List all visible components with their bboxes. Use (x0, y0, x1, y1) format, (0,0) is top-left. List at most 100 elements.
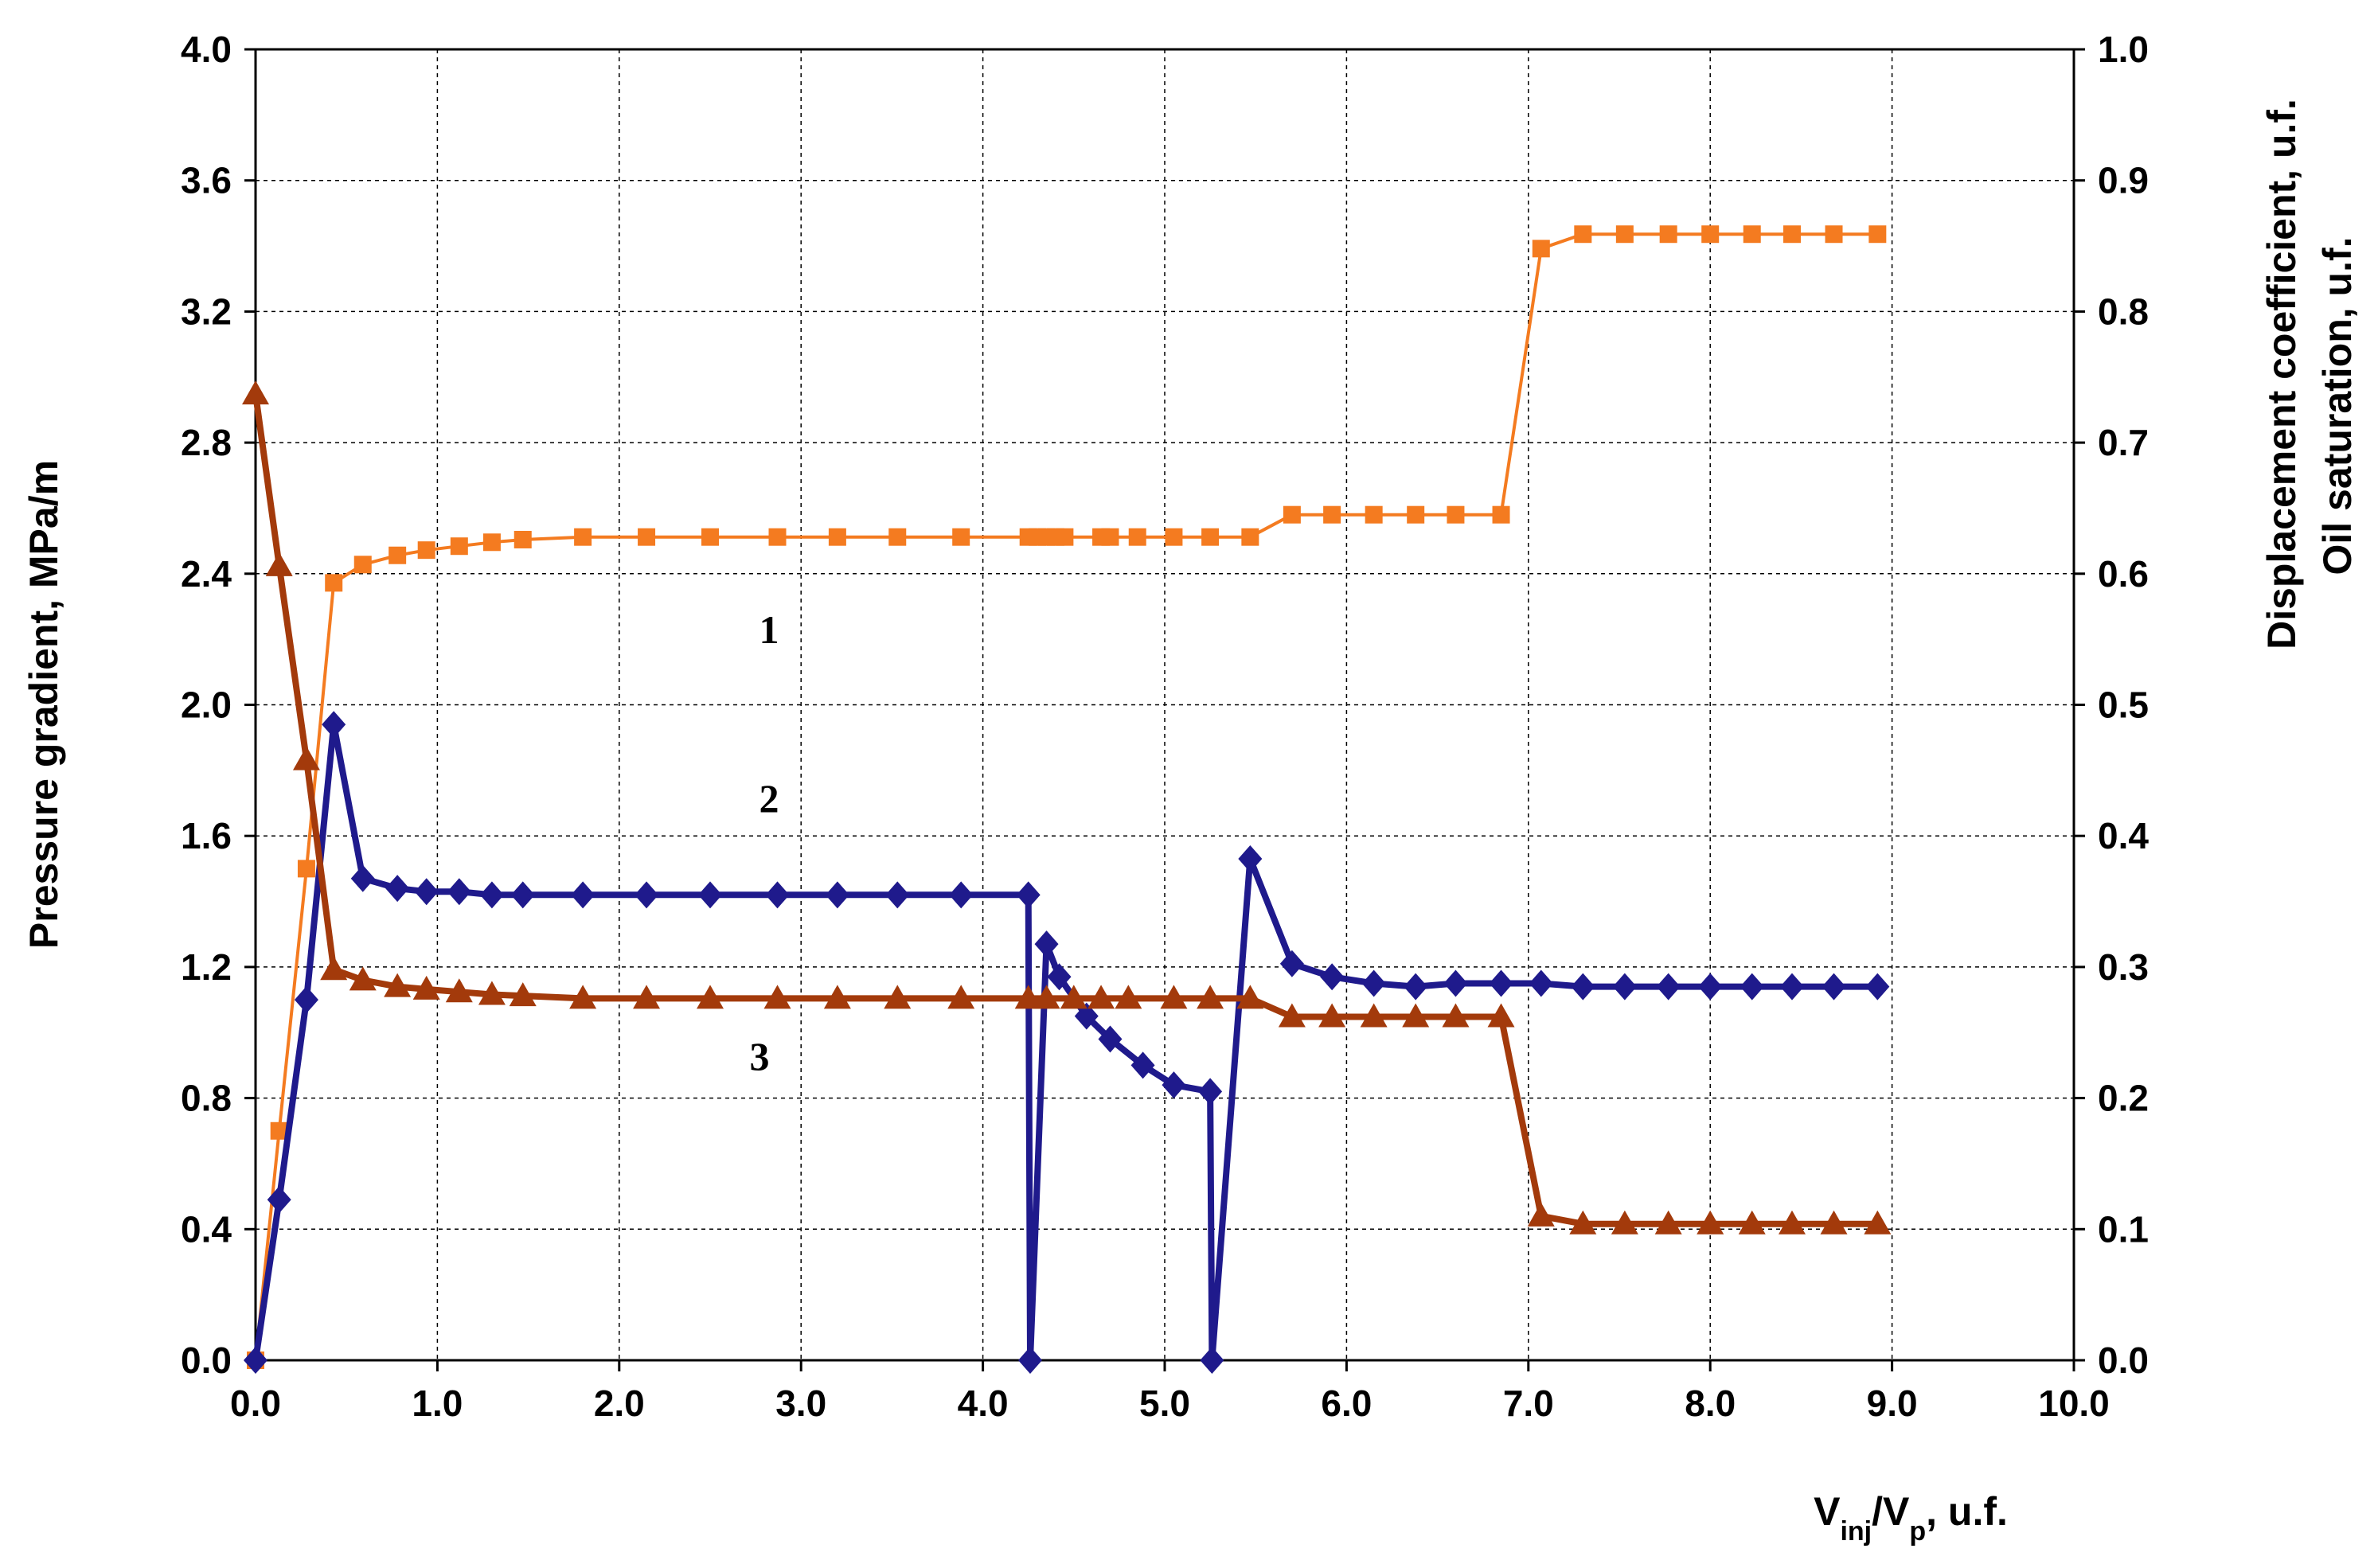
x-tick-label: 10.0 (2038, 1383, 2110, 1424)
y-tick-label: 2.4 (181, 553, 232, 595)
series-3-point (697, 985, 724, 1009)
y-tick-label: 1.6 (181, 815, 232, 856)
series-2-line (252, 721, 1878, 1363)
series-2-point (267, 1186, 291, 1214)
y-tick-label: 1.2 (181, 946, 232, 988)
series-1-point (270, 1121, 288, 1140)
series-3-point (1278, 1003, 1306, 1028)
series-3-point (349, 966, 377, 991)
series-3-point (1236, 985, 1264, 1009)
series-2-point (1238, 845, 1263, 873)
series-2-point (1047, 963, 1072, 991)
series-1-point (389, 546, 407, 564)
series-2-point (698, 881, 722, 909)
series-3-point (412, 975, 440, 1000)
series-1-point (888, 528, 907, 546)
y2-tick-label: 0.0 (2098, 1340, 2149, 1381)
series-1-point (1659, 225, 1677, 244)
series-2-point (244, 1347, 267, 1374)
series-2-point (825, 881, 849, 909)
series-3-point (509, 982, 537, 1007)
y-tick-label: 0.4 (181, 1208, 232, 1250)
series-1-point (1701, 225, 1720, 244)
y-tick-label: 0.0 (181, 1340, 232, 1381)
y2-tick-label: 0.9 (2098, 160, 2149, 201)
series-3-point (292, 746, 320, 770)
series-2-point (1017, 1347, 1042, 1374)
series-2-point (1130, 1051, 1155, 1079)
series-2-point (1865, 973, 1890, 1000)
series-3-point (884, 985, 912, 1009)
curve-label-3: 3 (750, 1034, 770, 1078)
series-1-point (417, 541, 435, 560)
series-2-point (322, 711, 346, 739)
series-3-point (1360, 1003, 1388, 1028)
series-3-point (1738, 1210, 1766, 1235)
series-3-point (1697, 1210, 1724, 1235)
series-2-point (1034, 930, 1059, 958)
series-1-point (1165, 528, 1183, 546)
series-1-point (1283, 505, 1301, 524)
x-axis-title: Vinj/Vp, u.f. (1814, 1489, 2008, 1547)
series-2-point (414, 878, 439, 906)
series-3-point (1197, 985, 1224, 1009)
series-3-point (1569, 1210, 1597, 1235)
x-tick-label: 1.0 (412, 1383, 463, 1424)
series-3-point (1014, 985, 1042, 1009)
series-1-point (513, 530, 532, 548)
series-2-point (1489, 969, 1513, 997)
series-3-point (478, 981, 506, 1005)
x-tick-label: 0.0 (230, 1383, 281, 1424)
series-2-point (1074, 1002, 1099, 1030)
series-1-point (828, 528, 846, 546)
x-tick-label: 8.0 (1685, 1383, 1736, 1424)
y2-tick-label: 1.0 (2098, 29, 2149, 70)
series-1-point (1868, 225, 1887, 244)
x-tick-label: 9.0 (1867, 1383, 1918, 1424)
y-tick-label: 0.8 (181, 1078, 232, 1119)
series-2-point (1779, 973, 1804, 1000)
series-1-point (1365, 505, 1383, 524)
series-2-point (447, 878, 471, 906)
series-3-point (445, 978, 473, 1003)
series-2-point (1320, 963, 1345, 991)
y-tick-label: 2.8 (181, 422, 232, 463)
series-2-point (885, 881, 910, 909)
series-2-point (765, 881, 790, 909)
x-axis-title-main: V (1814, 1489, 1841, 1534)
series-2-point (1740, 973, 1764, 1000)
series-2-point (1198, 1078, 1223, 1106)
series-2-point (1162, 1071, 1186, 1099)
x-tick-label: 6.0 (1321, 1383, 1372, 1424)
series-1-point (1615, 225, 1634, 244)
series-1-point (1241, 528, 1259, 546)
y2-tick-label: 0.3 (2098, 946, 2149, 988)
grid (256, 49, 2074, 1360)
series-3-point (1115, 985, 1142, 1009)
series-2-point (1698, 973, 1723, 1000)
series-2-point (1200, 1347, 1224, 1374)
series-3-point (1318, 1003, 1346, 1028)
y-tick-label: 4.0 (181, 29, 232, 70)
x-tick-label: 7.0 (1503, 1383, 1554, 1424)
series-2-point (1822, 973, 1846, 1000)
series-3-point (1442, 1003, 1470, 1028)
series-1-line (254, 232, 1878, 1361)
y-tick-label: 3.6 (181, 160, 232, 201)
y2-tick-label: 0.4 (2098, 815, 2149, 856)
x-axis-title-mid: /V (1872, 1489, 1910, 1534)
series-1-point (1574, 225, 1592, 244)
series-2-point (1279, 950, 1304, 977)
series-2-point (635, 881, 659, 909)
series-1-point (1783, 225, 1801, 244)
y2-tick-label: 0.1 (2098, 1208, 2149, 1250)
x-tick-label: 4.0 (958, 1383, 1009, 1424)
series-3-point (1033, 985, 1060, 1009)
series-3-point (384, 973, 412, 997)
series-2-point (1404, 973, 1428, 1000)
series-3-point (1087, 985, 1115, 1009)
y2-tick-label: 0.2 (2098, 1078, 2149, 1119)
series-1-point (325, 574, 343, 592)
